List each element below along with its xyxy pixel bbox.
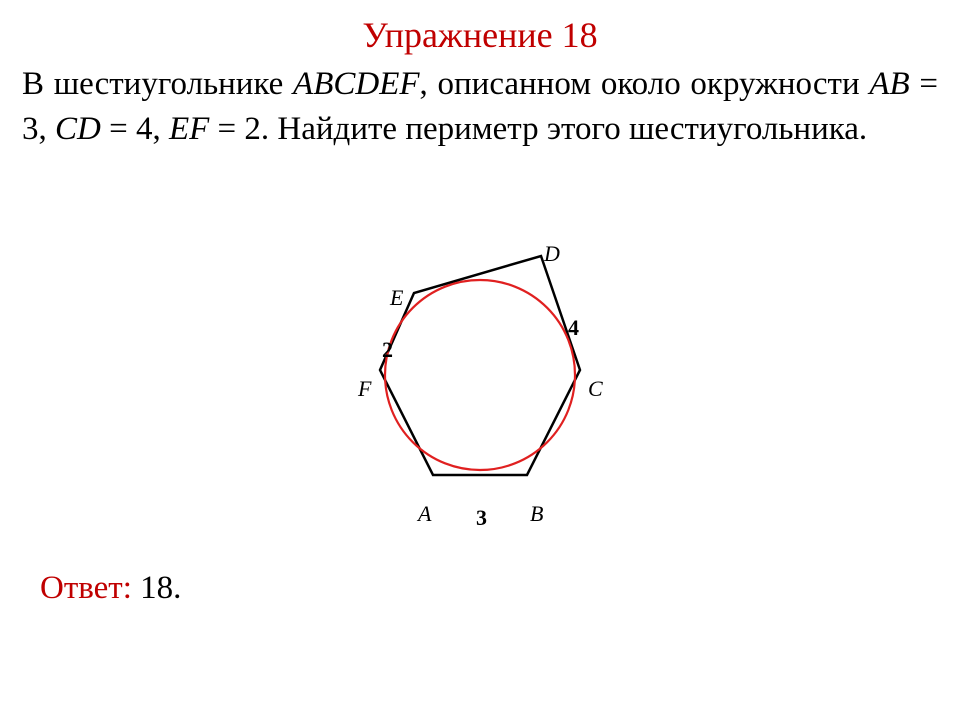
- inscribed-circle: [385, 280, 575, 470]
- problem-statement: В шестиугольнике ABCDEF, описанном около…: [22, 62, 938, 151]
- answer-line: Ответ: 18.: [40, 570, 181, 607]
- vertex-d: D: [544, 241, 560, 267]
- answer-label: Ответ:: [40, 570, 132, 606]
- eq3: = 2. Найдите периметр этого шестиугольни…: [209, 111, 867, 147]
- vertex-a: A: [418, 501, 431, 527]
- polygon-name: ABCDEF: [293, 66, 419, 102]
- slide: Упражнение 18 В шестиугольнике ABCDEF, о…: [0, 0, 960, 720]
- side-ef: EF: [169, 111, 209, 147]
- exercise-title: Упражнение 18: [0, 14, 960, 56]
- side-ab: AB: [869, 66, 909, 102]
- side-label-3: 3: [476, 505, 487, 531]
- problem-mid1: , описанном около окружности: [420, 66, 870, 102]
- vertex-f: F: [358, 376, 371, 402]
- vertex-c: C: [588, 376, 603, 402]
- title-text: Упражнение 18: [362, 15, 597, 55]
- vertex-b: B: [530, 501, 543, 527]
- side-label-4: 4: [568, 315, 579, 341]
- vertex-e: E: [390, 285, 403, 311]
- problem-pre: В шестиугольнике: [22, 66, 293, 102]
- side-cd: CD: [55, 111, 101, 147]
- diagram-svg: [330, 215, 630, 525]
- answer-value: 18.: [132, 570, 182, 606]
- side-label-2: 2: [382, 337, 393, 363]
- eq2: = 4,: [101, 111, 169, 147]
- hexagon-diagram: A B C D E F 3 4 2: [330, 215, 630, 525]
- hexagon-shape: [380, 256, 580, 475]
